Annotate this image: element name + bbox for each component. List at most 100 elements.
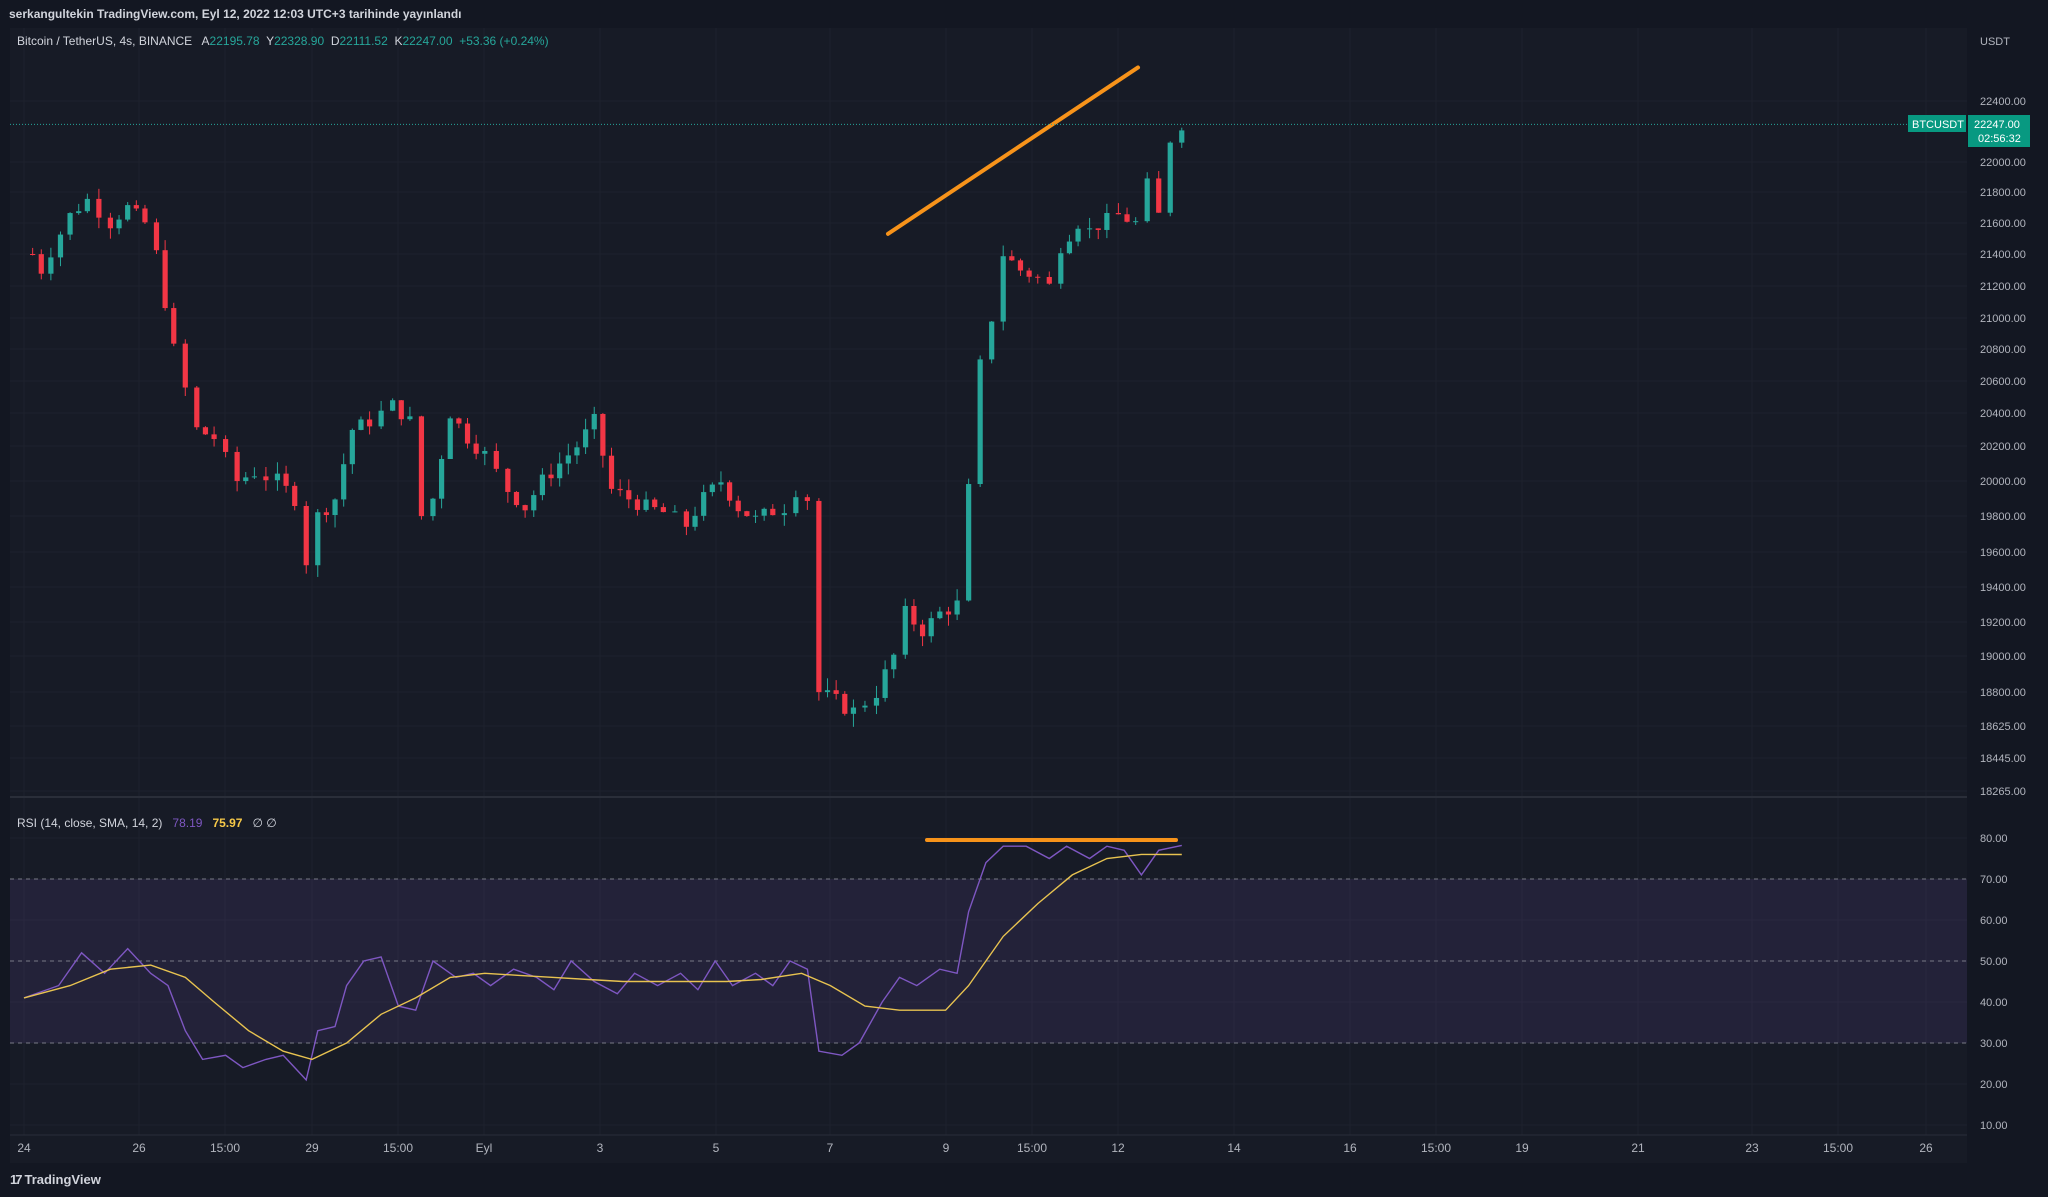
- publisher-bar: serkangultekin TradingView.com, Eyl 12, …: [0, 0, 2048, 28]
- candle: [989, 321, 995, 364]
- legend-symbol[interactable]: Bitcoin / TetherUS, 4s, BINANCE: [17, 34, 193, 48]
- candle: [761, 507, 767, 521]
- price-tick-label: 21600.00: [1980, 218, 2026, 230]
- candle: [891, 653, 897, 679]
- candle: [505, 467, 511, 503]
- candle: [125, 202, 131, 222]
- price-tick-label: 20000.00: [1980, 476, 2026, 488]
- candle: [804, 494, 810, 510]
- candle: [493, 443, 499, 473]
- rsi-tick-label: 40.00: [1980, 997, 2008, 1009]
- candle: [430, 497, 436, 521]
- candle: [107, 212, 113, 239]
- candle: [76, 203, 82, 215]
- time-tick-label: 15:00: [1421, 1141, 1451, 1155]
- price-tick-label: 18625.00: [1980, 721, 2026, 733]
- candle: [1179, 127, 1185, 148]
- legend-low-label: D: [330, 34, 340, 48]
- candle: [873, 685, 880, 715]
- candle: [557, 452, 563, 487]
- time-tick-label: 15:00: [210, 1141, 240, 1155]
- legend-low: 22111.52: [339, 34, 388, 48]
- candle: [1058, 247, 1064, 289]
- candle: [513, 491, 520, 508]
- tradingview-logo-icon: 17: [10, 1172, 23, 1187]
- candle: [367, 411, 373, 435]
- candle: [735, 495, 741, 518]
- time-tick-label: 16: [1343, 1141, 1357, 1155]
- candle: [398, 400, 404, 426]
- candle: [447, 416, 453, 460]
- candle: [332, 498, 338, 528]
- candle: [954, 589, 960, 621]
- candle: [1095, 228, 1101, 240]
- candle: [407, 406, 413, 421]
- candle: [672, 505, 678, 513]
- candle: [303, 501, 309, 574]
- price-tick-label: 20800.00: [1980, 344, 2026, 356]
- candle: [548, 463, 554, 487]
- candle: [116, 215, 122, 235]
- price-tick-label: 19800.00: [1980, 511, 2026, 523]
- candle: [531, 490, 537, 517]
- publisher-text: serkangultekin TradingView.com, Eyl 12, …: [9, 7, 462, 21]
- candle: [882, 660, 888, 702]
- rsi-tick-label: 50.00: [1980, 956, 2008, 968]
- candle: [643, 491, 649, 512]
- candle: [96, 188, 102, 229]
- candle: [709, 482, 715, 497]
- tradingview-brand: TradingView: [24, 1172, 101, 1187]
- price-tag: BTCUSDT 22247.00 02:56:32: [1908, 115, 2030, 147]
- candle: [243, 472, 249, 485]
- price-tick-label: 22000.00: [1980, 157, 2026, 169]
- tradingview-logo[interactable]: 17 TradingView: [10, 1172, 101, 1187]
- chart-canvas[interactable]: 22400.00 22000.00 21800.00 21600.00 21400.00…: [0, 0, 2048, 1163]
- candle: [482, 446, 488, 466]
- candle: [539, 468, 545, 501]
- candle: [1115, 203, 1121, 215]
- candle: [816, 498, 822, 701]
- candle: [1035, 274, 1041, 284]
- time-tick-label: 15:00: [1823, 1141, 1853, 1155]
- candle: [608, 447, 615, 494]
- candle: [752, 510, 759, 524]
- price-tick-label: 22400.00: [1980, 96, 2026, 108]
- price-tick-label: 19200.00: [1980, 617, 2026, 629]
- price-tick-label: 20600.00: [1980, 376, 2026, 388]
- candle: [1017, 258, 1024, 276]
- currency-label: USDT: [1980, 36, 2010, 48]
- price-tick-label: 21200.00: [1980, 281, 2026, 293]
- rsi-tick-label: 20.00: [1980, 1079, 2008, 1091]
- candle: [251, 467, 257, 480]
- time-tick-label: 23: [1745, 1141, 1759, 1155]
- rsi-tick-label: 30.00: [1980, 1038, 2008, 1050]
- candle: [718, 471, 724, 492]
- footer: 17 TradingView: [0, 1163, 2048, 1197]
- candle: [223, 435, 229, 458]
- candle: [911, 599, 917, 632]
- candle: [323, 507, 329, 523]
- candle: [162, 240, 168, 311]
- main-legend: Bitcoin / TetherUS, 4s, BINANCE A22195.7…: [17, 34, 549, 48]
- rsi-legend-label[interactable]: RSI (14, close, SMA, 14, 2): [17, 816, 163, 830]
- candle: [349, 428, 355, 474]
- candle: [583, 418, 589, 455]
- price-tick-label: 20400.00: [1980, 408, 2026, 420]
- candle: [966, 478, 972, 602]
- candle: [1087, 217, 1093, 239]
- candle: [292, 481, 298, 511]
- candle: [30, 247, 36, 256]
- candle: [358, 416, 364, 431]
- candle: [781, 504, 787, 526]
- time-tick-label: Eyl: [476, 1141, 493, 1155]
- legend-close: 22247.00: [402, 34, 453, 48]
- time-tick-label: 3: [597, 1141, 604, 1155]
- time-tick-label: 26: [132, 1141, 146, 1155]
- price-tag-countdown: 02:56:32: [1978, 133, 2021, 145]
- candle: [833, 680, 839, 700]
- candle: [1046, 271, 1052, 285]
- candle: [692, 506, 698, 531]
- price-trendline[interactable]: [886, 65, 1140, 236]
- price-tick-label: 21000.00: [1980, 313, 2026, 325]
- candle: [1144, 172, 1150, 223]
